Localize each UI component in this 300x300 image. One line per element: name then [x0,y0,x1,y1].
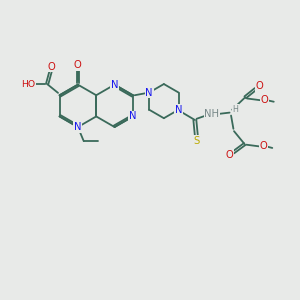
Text: N: N [111,80,118,90]
Text: O: O [260,141,268,151]
Text: N: N [175,105,182,115]
Text: NH: NH [204,109,219,119]
Text: O: O [260,94,268,105]
Text: N: N [129,111,137,122]
Text: O: O [47,62,55,72]
Text: N: N [74,122,82,132]
Text: O: O [225,150,233,160]
Text: S: S [193,136,200,146]
Text: O: O [255,81,263,91]
Text: HO: HO [21,80,35,88]
Text: O: O [74,61,82,70]
Text: H: H [232,105,238,114]
Text: N: N [145,88,153,98]
